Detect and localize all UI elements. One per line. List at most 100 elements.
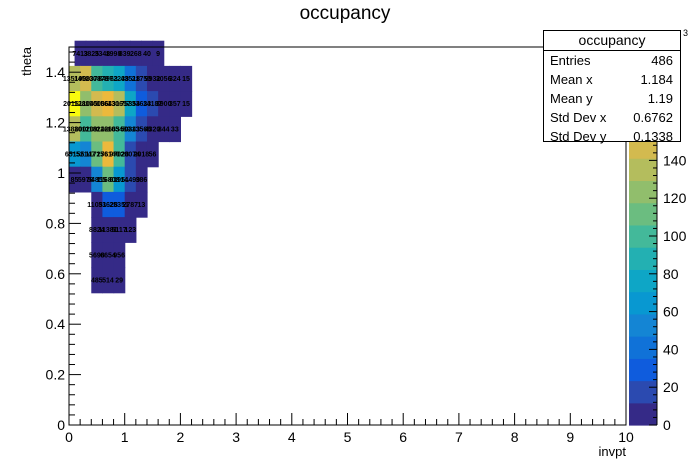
colorbar-swatch: [629, 269, 657, 293]
heatmap-cell: [80, 141, 92, 168]
heatmap-cell: [124, 116, 137, 143]
heatmap-cell: [107, 40, 120, 67]
stats-box: occupancy Entries 486 Mean x 1.184 Mean …: [543, 30, 681, 144]
heatmap-cell: [135, 65, 148, 92]
cell-value-label: 29: [115, 278, 123, 285]
heatmap-cell: [124, 91, 137, 117]
heatmap-cells: [69, 40, 193, 294]
y-tick-label: 1.4: [46, 64, 66, 80]
colorbar-swatch: [629, 180, 657, 204]
y-tick-label: 1: [57, 165, 65, 181]
heatmap-cell: [102, 267, 115, 294]
cell-value-label: 33633: [132, 101, 152, 108]
x-tick-label: 6: [399, 429, 407, 445]
stats-row-std-y: Std Dev y 0.1338: [544, 127, 680, 146]
x-tick-label: 8: [511, 429, 519, 445]
stats-row-std-x: Std Dev x 0.6762: [544, 108, 680, 127]
heatmap-cell: [124, 217, 137, 243]
heatmap-cell: [102, 141, 115, 168]
heatmap-cell: [80, 116, 92, 143]
cell-value-label: 85: [71, 177, 79, 184]
cell-value-label: 15: [182, 76, 190, 83]
cell-value-label: 13568: [132, 126, 152, 133]
cell-value-label: 128045: [74, 101, 97, 108]
colorbar-tick-label: 0: [663, 417, 671, 433]
heatmap-cell: [102, 242, 115, 269]
cell-value-label: 126663: [96, 126, 119, 133]
heatmap-cell: [141, 40, 154, 67]
x-tick-label: 2: [177, 429, 185, 445]
cell-value-label: 118242: [85, 126, 108, 133]
heatmap-cell: [102, 191, 115, 218]
stats-std-x-label: Std Dev x: [550, 110, 607, 125]
stats-mean-x-label: Mean x: [550, 72, 593, 87]
cell-value-label: 20074: [121, 152, 141, 159]
stats-title: occupancy: [544, 31, 680, 51]
cell-value-label: 5698: [89, 252, 105, 259]
cell-value-label: 386: [136, 177, 148, 184]
heatmap-cell: [124, 65, 137, 92]
y-axis-label: theta: [19, 46, 34, 76]
x-tick-label: 10: [618, 429, 634, 445]
heatmap-cell: [152, 40, 165, 67]
x-tick-label: 0: [65, 429, 73, 445]
cell-value-label: 14187: [143, 101, 163, 108]
cell-value-label: 6654: [100, 252, 116, 259]
heatmap-cell: [69, 116, 81, 143]
stats-row-entries: Entries 486: [544, 51, 680, 70]
heatmap-cell: [91, 217, 104, 243]
heatmap-cell: [80, 91, 92, 117]
stats-mean-x-value: 1.184: [640, 72, 673, 87]
heatmap-cell: [113, 116, 126, 143]
cell-value-label: 21750: [132, 76, 152, 83]
cell-value-label: 15: [182, 101, 190, 108]
colorbar-tick-label: 140: [663, 152, 687, 168]
colorbar-swatch: [629, 224, 657, 248]
heatmap-cell: [113, 141, 126, 168]
heatmap-cell: [124, 166, 137, 193]
heatmap-cell: [113, 217, 126, 243]
heatmap-cell: [102, 116, 115, 143]
heatmap-cell: [124, 191, 137, 218]
x-tick-label: 5: [344, 429, 352, 445]
cell-value-label: 956: [113, 252, 125, 259]
cell-value-label: 4320: [145, 126, 161, 133]
heatmap-cell: [69, 166, 81, 193]
cell-value-label: 117276: [85, 152, 108, 159]
heatmap-cell: [180, 65, 193, 92]
cell-value-label: 72238: [109, 76, 129, 83]
heatmap-cell: [102, 65, 115, 92]
cell-value-label: 9: [156, 51, 160, 58]
heatmap-cell: [113, 65, 126, 92]
heatmap-cell: [102, 166, 115, 193]
heatmap-cell: [91, 242, 104, 269]
heatmap-cell: [113, 166, 126, 193]
cell-value-label: 268: [130, 51, 142, 58]
heatmap-cell: [146, 65, 159, 92]
cell-value-label: 7413: [72, 51, 88, 58]
cell-value-label: 514: [102, 278, 114, 285]
heatmap-cell: [119, 40, 131, 67]
stats-entries-label: Entries: [550, 53, 591, 68]
heatmap-cell: [113, 191, 126, 218]
heatmap-cell: [85, 40, 98, 67]
heatmap-cell: [91, 65, 104, 92]
heatmap-cell: [96, 40, 109, 67]
cell-value-label: 50343: [121, 126, 141, 133]
heatmap-cell: [91, 267, 104, 294]
x-axis: 0 1 2 3 4 5 6 7 8 9 10: [65, 413, 634, 445]
heatmap-cell: [158, 91, 170, 117]
x-axis-label: invpt: [599, 444, 627, 459]
heatmap-cell: [135, 141, 148, 168]
cell-value-label: 201511: [63, 101, 86, 108]
heatmap-cell: [102, 217, 115, 243]
heatmap-cell: [69, 65, 81, 92]
x-tick-label: 4: [288, 429, 296, 445]
x-tick-label: 1: [121, 429, 129, 445]
y-tick-label: 0.6: [46, 266, 66, 282]
colorbar-swatch: [629, 358, 657, 382]
cell-value-label: 84963: [98, 76, 118, 83]
x-tick-label: 3: [232, 429, 240, 445]
